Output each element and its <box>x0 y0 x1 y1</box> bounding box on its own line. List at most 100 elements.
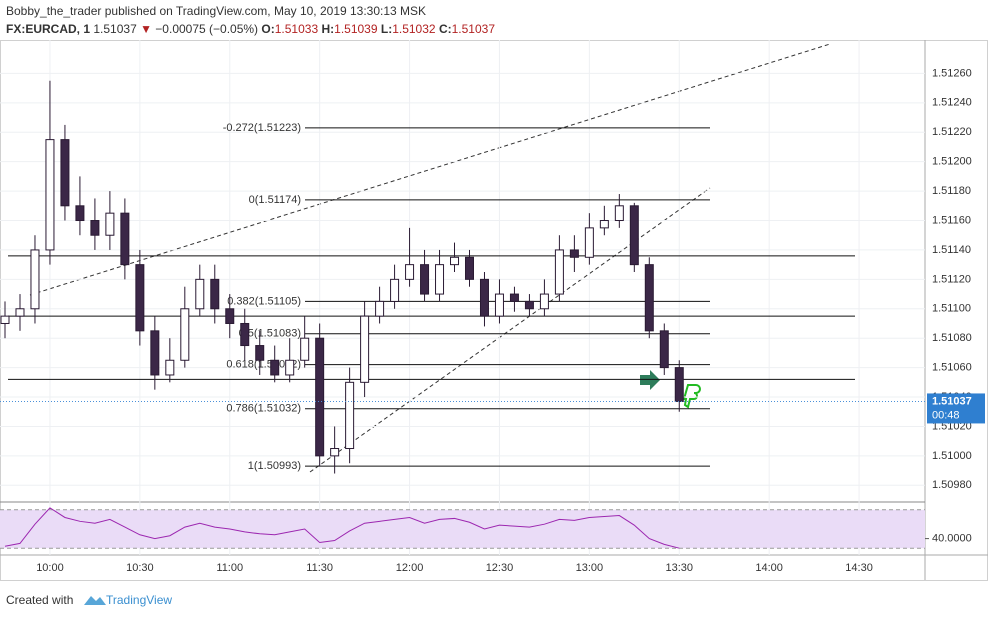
header-title: Bobby_the_trader published on TradingVie… <box>6 4 426 18</box>
candle-body <box>210 278 220 310</box>
candle-body <box>135 264 145 332</box>
x-tick-label: 12:00 <box>396 562 424 574</box>
rsi-line <box>4 507 680 549</box>
candle-body <box>390 278 400 302</box>
candle-body <box>464 256 474 280</box>
y-tick-label: 1.51240 <box>932 97 972 109</box>
candle-body <box>30 249 40 310</box>
candle-body <box>405 264 415 280</box>
c-key: C: <box>439 22 452 36</box>
candle-body <box>644 264 654 332</box>
symbol: FX:EURCAD, 1 1.51037 ▼ −0.00075 (−0.05%)… <box>6 22 495 36</box>
fib-label: 1(1.50993) <box>248 460 301 472</box>
candle-body <box>315 337 325 457</box>
l-key: L: <box>381 22 392 36</box>
fib-label: 0(1.51174) <box>249 194 301 206</box>
candle-body <box>0 315 10 324</box>
x-tick-label: 14:30 <box>845 562 873 574</box>
candle-body <box>60 139 70 207</box>
footer-brand: TradingView <box>106 593 172 607</box>
fib-label: 0.5(1.51083) <box>239 328 301 340</box>
y-tick-label: 1.51120 <box>932 273 971 285</box>
candle-body <box>599 220 609 229</box>
price-tag-bg <box>927 393 985 424</box>
candle-body <box>479 278 489 317</box>
c-val: 1.51037 <box>452 22 496 36</box>
candle-body <box>629 205 639 266</box>
y-tick-label: 1.50980 <box>932 479 972 491</box>
down-arrow: ▼ <box>137 22 156 36</box>
change: −0.00075 (−0.05%) <box>155 22 258 36</box>
candle-body <box>195 278 205 310</box>
x-tick-label: 11:00 <box>216 562 243 574</box>
y-tick-label: 1.51260 <box>932 67 972 79</box>
candle-body <box>330 448 340 457</box>
candle-body <box>75 205 85 222</box>
rsi-tick-label: 40.0000 <box>932 533 972 545</box>
x-tick-label: 10:00 <box>36 562 64 574</box>
y-tick-label: 1.51160 <box>932 214 971 226</box>
y-tick-label: 1.51060 <box>932 362 972 374</box>
candle-body <box>539 293 549 310</box>
last-price: 1.51037 <box>93 22 137 36</box>
fib-label: 0.786(1.51032) <box>226 403 301 415</box>
candle-body <box>285 359 295 376</box>
symbol-name: FX:EURCAD, 1 <box>6 22 90 36</box>
candle-body <box>584 227 594 258</box>
x-tick-label: 10:30 <box>126 562 154 574</box>
frame <box>0 40 988 581</box>
tv-logo <box>84 596 106 605</box>
candle-body <box>674 367 684 402</box>
arrow-icon <box>640 370 660 390</box>
y-tick-label: 1.51220 <box>932 126 972 138</box>
rsi-band <box>0 509 925 549</box>
candle-body <box>360 315 370 383</box>
candle-body <box>435 264 445 295</box>
x-tick-label: 12:30 <box>486 562 514 574</box>
fib-label: 0.382(1.51105) <box>227 295 301 307</box>
fib-label: 0.618(1.51062) <box>226 359 301 371</box>
candle-body <box>255 345 265 361</box>
candle-body <box>15 308 25 317</box>
y-tick-label: 1.51180 <box>932 185 971 197</box>
candle-body <box>420 264 430 295</box>
candle-body <box>375 300 385 317</box>
h-val: 1.51039 <box>334 22 378 36</box>
candle-body <box>614 205 624 222</box>
candle-body <box>225 308 235 324</box>
o-key: O: <box>261 22 274 36</box>
h-key: H: <box>321 22 334 36</box>
candle-body <box>554 249 564 295</box>
candle-body <box>494 293 504 317</box>
o-val: 1.51033 <box>275 22 319 36</box>
candle-body <box>659 330 669 369</box>
candle-body <box>105 212 115 236</box>
candle-body <box>165 359 175 376</box>
candle-body <box>509 293 519 302</box>
footer-text: Created with <box>6 593 73 607</box>
price-tag: 1.51037 <box>932 395 972 407</box>
l-val: 1.51032 <box>392 22 436 36</box>
candle-body <box>150 330 160 376</box>
y-tick-label: 1.51100 <box>932 303 971 315</box>
trend-line <box>309 187 711 473</box>
candle-body <box>45 139 55 251</box>
price-timer: 00:48 <box>932 409 960 421</box>
x-tick-label: 13:30 <box>666 562 694 574</box>
x-tick-label: 11:30 <box>306 562 333 574</box>
y-tick-label: 1.51200 <box>932 156 972 168</box>
thumbs-down-icon <box>682 384 701 409</box>
candle-body <box>345 381 355 450</box>
candle-body <box>120 212 130 266</box>
y-tick-label: 1.51000 <box>932 450 972 462</box>
candle-body <box>450 256 460 266</box>
fib-label: -0.272(1.51223) <box>223 122 301 134</box>
y-tick-label: 1.51140 <box>932 244 971 256</box>
x-tick-label: 14:00 <box>755 562 783 574</box>
candle-body <box>90 220 100 236</box>
candle-body <box>240 322 250 347</box>
candle-body <box>300 337 310 361</box>
candle-body <box>180 308 190 361</box>
